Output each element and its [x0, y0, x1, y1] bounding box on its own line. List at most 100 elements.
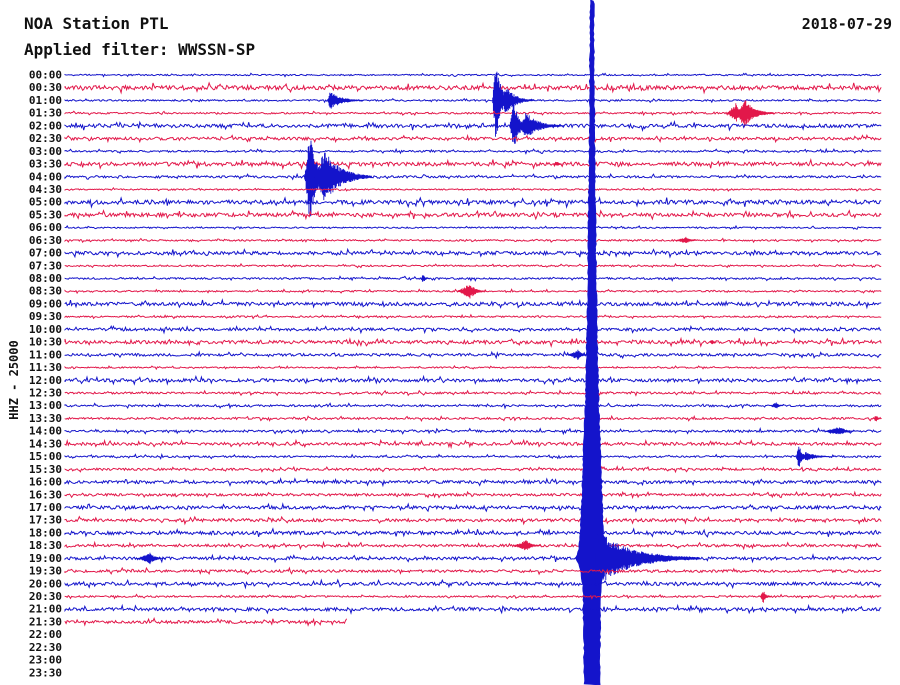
trace-row-23:30: 23:30: [29, 666, 62, 679]
noise-trace: [64, 81, 882, 95]
event-trace: [822, 427, 859, 435]
noise-trace: [64, 426, 882, 436]
event-trace: [802, 452, 834, 461]
event-trace: [709, 340, 718, 345]
time-label: 22:30: [29, 641, 62, 654]
trace-row-22:30: 22:30: [29, 641, 62, 654]
trace-row-06:30: 06:30: [29, 234, 882, 247]
time-label: 12:00: [29, 374, 62, 387]
trace-row-15:30: 15:30: [29, 463, 882, 476]
trace-row-17:00: 17:00: [29, 501, 882, 514]
time-label: 09:00: [29, 298, 62, 311]
event-trace: [760, 591, 771, 603]
time-label: 01:00: [29, 94, 62, 107]
event-trace: [327, 92, 364, 109]
trace-row-21:00: 21:00: [29, 603, 882, 616]
trace-row-03:00: 03:00: [29, 145, 882, 158]
trace-row-14:30: 14:30: [29, 437, 882, 450]
noise-trace: [64, 133, 882, 144]
trace-row-17:30: 17:30: [29, 514, 882, 527]
noise-trace: [64, 389, 882, 397]
noise-trace: [64, 224, 882, 231]
station-title: NOA Station PTL: [24, 14, 169, 33]
time-label: 16:30: [29, 488, 62, 501]
trace-row-13:30: 13:30: [29, 412, 882, 425]
time-label: 00:00: [29, 69, 62, 82]
noise-trace: [64, 237, 882, 244]
trace-row-01:00: 01:00: [29, 71, 882, 137]
time-label: 14:30: [29, 437, 62, 450]
time-label: 15:00: [29, 450, 62, 463]
noise-trace: [64, 438, 882, 450]
trace-row-00:30: 00:30: [29, 81, 882, 95]
noise-trace: [64, 298, 882, 310]
noise-trace: [64, 119, 882, 132]
time-label: 23:00: [29, 654, 62, 667]
time-label: 05:00: [29, 196, 62, 209]
time-label: 13:00: [29, 399, 62, 412]
trace-row-00:00: 00:00: [29, 69, 882, 82]
noise-trace: [64, 247, 882, 259]
noise-trace: [64, 553, 882, 564]
noise-trace: [64, 414, 882, 423]
time-label: 19:30: [29, 565, 62, 578]
trace-row-02:00: 02:00: [29, 105, 882, 144]
time-label: 14:00: [29, 425, 62, 438]
noise-trace: [64, 350, 882, 360]
filter-label: Applied filter: WWSSN-SP: [24, 40, 256, 59]
time-label: 08:30: [29, 285, 62, 298]
noise-trace: [64, 196, 882, 209]
time-label: 11:30: [29, 361, 62, 374]
event-trace: [456, 285, 486, 299]
time-label: 06:30: [29, 234, 62, 247]
noise-trace: [64, 465, 882, 474]
time-label: 04:00: [29, 170, 62, 183]
time-label: 07:30: [29, 259, 62, 272]
time-label: 09:30: [29, 310, 62, 323]
time-label: 10:00: [29, 323, 62, 336]
time-label: 20:00: [29, 577, 62, 590]
event-trace: [736, 100, 775, 128]
time-label: 10:30: [29, 336, 62, 349]
trace-row-19:30: 19:30: [29, 565, 882, 578]
noise-trace: [64, 452, 882, 461]
event-trace: [500, 89, 535, 112]
noise-trace: [64, 566, 882, 576]
major-event-coda: [595, 530, 701, 587]
trace-row-01:30: 01:30: [29, 100, 882, 128]
noise-trace: [64, 527, 882, 538]
event-trace: [518, 113, 564, 135]
time-label: 15:30: [29, 463, 62, 476]
noise-trace: [64, 186, 882, 192]
trace-row-10:30: 10:30: [29, 336, 882, 349]
trace-row-13:00: 13:00: [29, 399, 882, 412]
noise-trace: [64, 147, 882, 155]
time-label: 19:00: [29, 552, 62, 565]
trace-row-05:30: 05:30: [29, 208, 882, 221]
time-label: 02:30: [29, 132, 62, 145]
time-label: 20:30: [29, 590, 62, 603]
noise-trace: [64, 477, 882, 488]
time-label: 03:00: [29, 145, 62, 158]
event-trace: [136, 552, 166, 565]
time-label: 00:30: [29, 81, 62, 94]
event-trace: [421, 275, 430, 282]
noise-trace: [64, 402, 882, 410]
date-label: 2018-07-29: [801, 15, 892, 33]
trace-row-21:30: 21:30: [29, 616, 348, 629]
noise-trace: [64, 336, 882, 348]
time-label: 05:30: [29, 208, 62, 221]
time-label: 12:30: [29, 387, 62, 400]
time-label: 04:30: [29, 183, 62, 196]
noise-trace: [64, 603, 882, 615]
time-label: 17:00: [29, 501, 62, 514]
time-label: 17:30: [29, 514, 62, 527]
noise-trace: [64, 325, 882, 335]
time-label: 18:00: [29, 526, 62, 539]
noise-trace: [64, 515, 882, 526]
noise-trace: [64, 540, 882, 551]
trace-row-23:00: 23:00: [29, 654, 62, 667]
trace-row-12:30: 12:30: [29, 387, 882, 400]
trace-row-07:00: 07:00: [29, 247, 882, 260]
